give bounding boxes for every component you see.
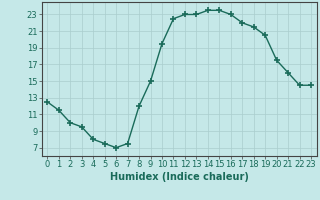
X-axis label: Humidex (Indice chaleur): Humidex (Indice chaleur) xyxy=(110,172,249,182)
